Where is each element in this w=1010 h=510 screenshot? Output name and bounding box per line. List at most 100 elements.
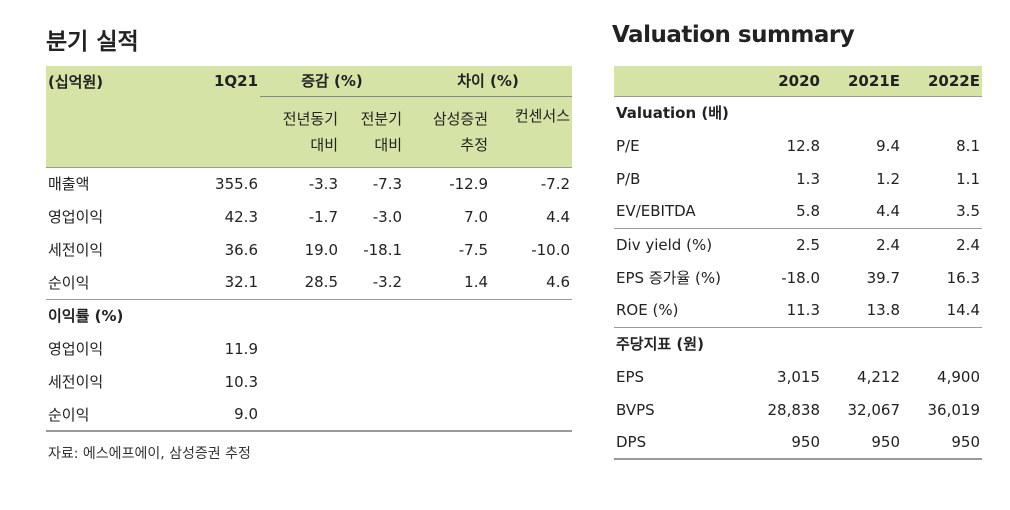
value-2020: 3,015 bbox=[777, 367, 820, 386]
table-row: 순이익 32.1 28.5 -3.2 1.4 4.6 bbox=[46, 266, 572, 299]
value-2021e: 32,067 bbox=[847, 400, 901, 419]
quarterly-results-table: (십억원) 1Q21 증감 (%) 차이 (%) 전년동기 대비 전분기 대비 삼성… bbox=[46, 66, 573, 432]
value-2020: 12.8 bbox=[786, 136, 820, 155]
section-row: Valuation (배) bbox=[614, 96, 982, 129]
source-note: 자료: 에스에프에이, 삼성증권 추정 bbox=[48, 446, 251, 462]
row-label: EPS 증가율 (%) bbox=[616, 269, 721, 287]
valuation-summary-table: 2020 2021E 2022E Valuation (배) P/E 12.8 … bbox=[614, 66, 982, 460]
row-label: 영업이익 bbox=[48, 340, 104, 358]
valuation-summary-title: Valuation summary bbox=[612, 22, 855, 48]
margin-section-label: 이익률 (%) bbox=[46, 298, 573, 332]
row-label: 세전이익 bbox=[48, 373, 104, 391]
table-row: 세전이익 10.3 bbox=[46, 365, 572, 398]
diff-group-header: 차이 (%) bbox=[404, 66, 573, 97]
row-label: DPS bbox=[614, 426, 742, 460]
value-2022e: 2.4 bbox=[902, 227, 982, 261]
table-row: P/E 12.8 9.4 8.1 bbox=[614, 129, 982, 162]
table-row: 영업이익 11.9 bbox=[46, 332, 572, 365]
value-2022e: 14.4 bbox=[946, 301, 980, 320]
value-2020: 2.5 bbox=[742, 227, 822, 261]
table-row: 영업이익 42.3 -1.7 -3.0 7.0 4.4 bbox=[46, 200, 572, 233]
consensus-value: -10.0 bbox=[531, 240, 571, 259]
yoy-value: -3.3 bbox=[308, 174, 338, 193]
row-label: P/B bbox=[616, 169, 641, 188]
value-2021e: 2.4 bbox=[822, 227, 902, 261]
value-2020: 5.8 bbox=[796, 202, 820, 221]
header-row: 2020 2021E 2022E bbox=[614, 66, 982, 97]
value-2020: 28,838 bbox=[767, 400, 821, 419]
header-blank bbox=[614, 66, 742, 97]
q-value: 10.3 bbox=[224, 372, 258, 391]
q-value: 9.0 bbox=[186, 398, 260, 432]
value-2020: 950 bbox=[742, 426, 822, 460]
q-value: 11.9 bbox=[224, 339, 258, 358]
table-row: ROE (%) 11.3 13.8 14.4 bbox=[614, 294, 982, 327]
section-row: 주당지표 (원) bbox=[614, 326, 982, 360]
value-2021e: 39.7 bbox=[866, 268, 900, 287]
table-row: Div yield (%) 2.5 2.4 2.4 bbox=[614, 227, 982, 261]
valuation-section-label: Valuation (배) bbox=[616, 104, 729, 123]
table-row: EPS 증가율 (%) -18.0 39.7 16.3 bbox=[614, 261, 982, 294]
row-label: 순이익 bbox=[48, 273, 90, 292]
row-label: 매출액 bbox=[48, 175, 90, 194]
estimate-value: -7.5 bbox=[458, 240, 489, 259]
value-2022e: 16.3 bbox=[946, 268, 980, 287]
row-label: P/E bbox=[616, 136, 640, 155]
qoq-value: -18.1 bbox=[363, 240, 403, 259]
qoq-header: 전분기 대비 bbox=[340, 96, 405, 168]
value-2020: 11.3 bbox=[786, 301, 820, 320]
table-row: BVPS 28,838 32,067 36,019 bbox=[614, 393, 982, 426]
table-row: P/B 1.3 1.2 1.1 bbox=[614, 162, 982, 195]
row-label: 순이익 bbox=[46, 398, 186, 432]
value-2021e: 13.8 bbox=[866, 301, 900, 320]
year-header: 2021E bbox=[822, 66, 902, 97]
table-row: EV/EBITDA 5.8 4.4 3.5 bbox=[614, 195, 982, 228]
consensus-value: 4.4 bbox=[546, 207, 571, 226]
consensus-header: 컨센서스 bbox=[490, 96, 573, 168]
value-2022e: 8.1 bbox=[956, 136, 980, 155]
table-row: 세전이익 36.6 19.0 -18.1 -7.5 -10.0 bbox=[46, 233, 572, 266]
row-label: 세전이익 bbox=[48, 241, 104, 259]
value-2022e: 1.1 bbox=[956, 169, 980, 188]
q-value: 36.6 bbox=[224, 240, 258, 259]
consensus-value: 4.6 bbox=[546, 273, 571, 292]
value-2021e: 4.4 bbox=[876, 202, 900, 221]
quarterly-results-title: 분기 실적 bbox=[46, 29, 139, 55]
q-value: 42.3 bbox=[224, 207, 258, 226]
value-2022e: 4,900 bbox=[937, 367, 980, 386]
estimate-value: -12.9 bbox=[449, 174, 489, 193]
qoq-value: -3.0 bbox=[372, 207, 403, 226]
yoy-value: 28.5 bbox=[304, 273, 338, 292]
yoy-value: -1.7 bbox=[308, 207, 338, 226]
value-2021e: 9.4 bbox=[876, 136, 900, 155]
subheader-blank bbox=[186, 96, 260, 168]
q-value: 32.1 bbox=[224, 273, 258, 292]
unit-header: (십억원) bbox=[48, 72, 104, 91]
subheader-row: 전년동기 대비 전분기 대비 삼성증권 추정 컨센서스 bbox=[46, 96, 573, 168]
value-2022e: 950 bbox=[902, 426, 982, 460]
table-row: 순이익 9.0 bbox=[46, 398, 573, 432]
estimate-header: 삼성증권 추정 bbox=[404, 96, 491, 168]
row-label: EPS bbox=[616, 367, 645, 386]
section-row: 이익률 (%) bbox=[46, 298, 573, 332]
pershare-section-label: 주당지표 (원) bbox=[614, 326, 982, 360]
value-2022e: 3.5 bbox=[956, 202, 980, 221]
yoy-header: 전년동기 대비 bbox=[260, 96, 340, 168]
row-label: ROE (%) bbox=[616, 301, 679, 320]
year-header: 2020 bbox=[742, 66, 822, 97]
year-header: 2022E bbox=[902, 66, 982, 97]
row-label: BVPS bbox=[616, 400, 655, 419]
row-label: 영업이익 bbox=[48, 208, 104, 226]
table-row: EPS 3,015 4,212 4,900 bbox=[614, 360, 982, 393]
row-label: Div yield (%) bbox=[614, 227, 742, 261]
value-2021e: 1.2 bbox=[876, 169, 900, 188]
table-row: DPS 950 950 950 bbox=[614, 426, 982, 460]
value-2021e: 950 bbox=[822, 426, 902, 460]
qoq-value: -7.3 bbox=[372, 174, 403, 193]
header-row: (십억원) 1Q21 증감 (%) 차이 (%) bbox=[46, 66, 573, 97]
estimate-value: 1.4 bbox=[464, 273, 489, 292]
q-value: 355.6 bbox=[215, 174, 258, 193]
subheader-blank bbox=[46, 96, 186, 168]
value-2020: -18.0 bbox=[781, 268, 820, 287]
value-2021e: 4,212 bbox=[857, 367, 900, 386]
